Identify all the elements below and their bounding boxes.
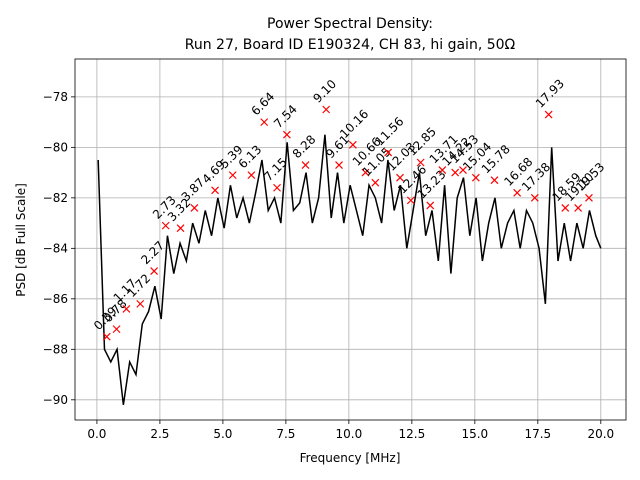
peak-label: 9.10 bbox=[310, 77, 339, 106]
y-tick-label: −78 bbox=[43, 90, 68, 104]
peak-marker bbox=[561, 204, 570, 212]
peak-label: 10.16 bbox=[337, 107, 371, 141]
peak-label: 2.27 bbox=[138, 238, 167, 267]
peak-marker bbox=[322, 105, 331, 114]
y-axis-label: PSD [dB Full Scale] bbox=[14, 183, 28, 297]
x-axis-label: Frequency [MHz] bbox=[300, 451, 401, 465]
x-tick-label: 5.0 bbox=[213, 427, 232, 441]
x-tick-label: 20.0 bbox=[587, 427, 614, 441]
x-tick-label: 17.5 bbox=[524, 427, 551, 441]
peak-marker bbox=[161, 221, 170, 230]
x-tick-label: 12.5 bbox=[398, 427, 425, 441]
peak-marker bbox=[136, 299, 145, 308]
peak-marker bbox=[371, 178, 380, 187]
peak-marker bbox=[301, 161, 310, 169]
peak-marker bbox=[574, 204, 583, 212]
peak-marker bbox=[112, 325, 121, 334]
peak-marker bbox=[361, 168, 370, 177]
peak-marker bbox=[406, 196, 415, 205]
peak-marker bbox=[585, 193, 593, 202]
peak-marker bbox=[426, 201, 435, 210]
plot-frame bbox=[74, 58, 627, 421]
psd-line bbox=[97, 134, 602, 405]
chart-title: Power Spectral Density: bbox=[267, 16, 433, 32]
x-tick-label: 0.0 bbox=[87, 427, 106, 441]
peak-label: 1.72 bbox=[124, 271, 153, 300]
x-tick-label: 10.0 bbox=[336, 427, 363, 441]
peak-marker bbox=[348, 140, 357, 149]
peak-marker bbox=[544, 110, 553, 119]
peak-label: 6.64 bbox=[248, 89, 277, 118]
peak-marker bbox=[211, 186, 220, 195]
peak-marker bbox=[438, 166, 447, 175]
y-tick-label: −80 bbox=[43, 140, 68, 154]
x-tick-label: 15.0 bbox=[461, 427, 488, 441]
peak-marker bbox=[150, 267, 159, 275]
peak-marker bbox=[247, 171, 256, 180]
peak-marker bbox=[176, 224, 185, 233]
x-tick-label: 7.5 bbox=[276, 427, 295, 441]
peak-marker bbox=[459, 166, 467, 175]
peak-marker bbox=[122, 304, 131, 313]
peak-marker bbox=[228, 171, 237, 180]
peak-marker bbox=[260, 118, 269, 127]
x-tick-label: 2.5 bbox=[150, 427, 169, 441]
peak-marker bbox=[490, 176, 499, 185]
y-tick-label: −82 bbox=[43, 191, 68, 205]
y-tick-label: −90 bbox=[43, 393, 68, 407]
peak-label: 11.56 bbox=[372, 114, 406, 148]
y-tick-label: −84 bbox=[43, 241, 68, 255]
peak-marker bbox=[396, 173, 404, 182]
peak-marker bbox=[451, 168, 460, 177]
peak-marker bbox=[384, 148, 393, 157]
peak-label: 8.28 bbox=[290, 132, 319, 161]
peak-marker bbox=[335, 161, 343, 169]
y-tick-label: −88 bbox=[43, 342, 68, 356]
peak-marker bbox=[416, 158, 425, 167]
chart-subtitle: Run 27, Board ID E190324, CH 83, hi gain… bbox=[185, 37, 516, 53]
peak-marker bbox=[190, 204, 199, 212]
peak-marker bbox=[530, 193, 539, 202]
peak-marker bbox=[102, 332, 111, 341]
peak-marker bbox=[282, 130, 291, 139]
y-tick-label: −86 bbox=[43, 292, 68, 306]
peak-marker bbox=[273, 183, 281, 192]
peak-marker bbox=[513, 188, 522, 197]
peak-marker bbox=[471, 173, 480, 182]
